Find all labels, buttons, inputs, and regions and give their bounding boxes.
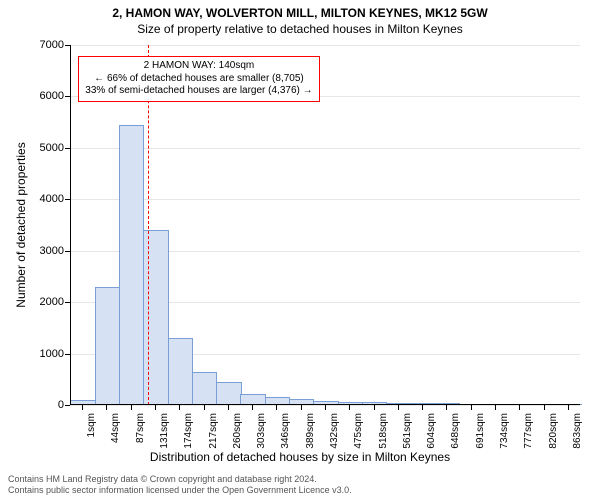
xtick-mark	[374, 405, 375, 410]
xtick-mark	[519, 405, 520, 410]
histogram-bar	[143, 230, 168, 405]
xtick-label: 217sqm	[208, 413, 219, 449]
xtick-mark	[325, 405, 326, 410]
gridline	[70, 199, 580, 200]
xtick-mark	[276, 405, 277, 410]
xtick-mark	[422, 405, 423, 410]
xtick-label: 1sqm	[86, 413, 97, 437]
annotation-box: 2 HAMON WAY: 140sqm← 66% of detached hou…	[78, 56, 319, 102]
xtick-mark	[471, 405, 472, 410]
gridline	[70, 148, 580, 149]
xtick-mark	[349, 405, 350, 410]
xtick-mark	[398, 405, 399, 410]
x-axis-label: Distribution of detached houses by size …	[0, 450, 600, 464]
footer-attribution: Contains HM Land Registry data © Crown c…	[8, 474, 352, 496]
ytick-label: 5000	[40, 142, 64, 154]
xtick-label: 174sqm	[183, 413, 194, 449]
xtick-label: 432sqm	[329, 413, 340, 449]
xtick-label: 389sqm	[305, 413, 316, 449]
xtick-label: 475sqm	[353, 413, 364, 449]
xtick-label: 260sqm	[232, 413, 243, 449]
ytick-label: 2000	[40, 296, 64, 308]
ytick-label: 3000	[40, 245, 64, 257]
xtick-label: 561sqm	[402, 413, 413, 449]
xtick-label: 604sqm	[426, 413, 437, 449]
xtick-label: 648sqm	[450, 413, 461, 449]
xtick-label: 346sqm	[280, 413, 291, 449]
xtick-label: 777sqm	[523, 413, 534, 449]
xtick-mark	[495, 405, 496, 410]
x-axis-line	[70, 404, 580, 405]
histogram-bar	[216, 382, 241, 405]
annotation-line2: ← 66% of detached houses are smaller (8,…	[85, 73, 312, 86]
xtick-mark	[106, 405, 107, 410]
chart-title-line1: 2, HAMON WAY, WOLVERTON MILL, MILTON KEY…	[0, 6, 600, 20]
xtick-label: 44sqm	[110, 413, 121, 443]
plot-area: 010002000300040005000600070001sqm44sqm87…	[70, 45, 580, 405]
gridline	[70, 45, 580, 46]
xtick-label: 131sqm	[159, 413, 170, 449]
xtick-label: 518sqm	[378, 413, 389, 449]
xtick-mark	[301, 405, 302, 410]
xtick-label: 87sqm	[135, 413, 146, 443]
ytick-label: 1000	[40, 348, 64, 360]
annotation-line3: 33% of semi-detached houses are larger (…	[85, 85, 312, 98]
xtick-mark	[204, 405, 205, 410]
ytick-label: 6000	[40, 90, 64, 102]
xtick-mark	[252, 405, 253, 410]
footer-line1: Contains HM Land Registry data © Crown c…	[8, 474, 352, 485]
footer-line2: Contains public sector information licen…	[8, 485, 352, 496]
xtick-mark	[228, 405, 229, 410]
xtick-mark	[131, 405, 132, 410]
xtick-mark	[544, 405, 545, 410]
histogram-bar	[168, 338, 193, 405]
ytick-label: 7000	[40, 39, 64, 51]
xtick-mark	[568, 405, 569, 410]
histogram-bar	[95, 287, 120, 405]
chart-container: 2, HAMON WAY, WOLVERTON MILL, MILTON KEY…	[0, 0, 600, 500]
ytick-label: 4000	[40, 193, 64, 205]
annotation-line1: 2 HAMON WAY: 140sqm	[85, 60, 312, 73]
xtick-mark	[446, 405, 447, 410]
histogram-bar	[192, 372, 217, 405]
xtick-label: 691sqm	[475, 413, 486, 449]
xtick-label: 734sqm	[499, 413, 510, 449]
xtick-mark	[179, 405, 180, 410]
xtick-label: 863sqm	[572, 413, 583, 449]
xtick-mark	[82, 405, 83, 410]
xtick-label: 820sqm	[548, 413, 559, 449]
ytick-mark	[65, 405, 70, 406]
y-axis-line	[70, 45, 71, 405]
ytick-label: 0	[58, 399, 64, 411]
histogram-bar	[119, 125, 144, 405]
y-axis-label: Number of detached properties	[14, 142, 28, 307]
xtick-label: 303sqm	[256, 413, 267, 449]
xtick-mark	[155, 405, 156, 410]
chart-title-line2: Size of property relative to detached ho…	[0, 22, 600, 36]
